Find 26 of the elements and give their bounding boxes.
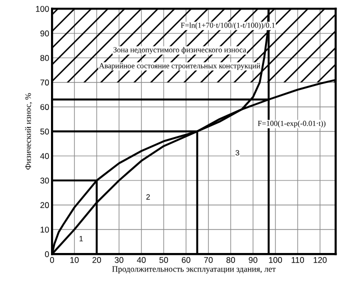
x-tick-label: 80 xyxy=(226,257,236,263)
y-tick-label: 30 xyxy=(40,178,49,184)
y-tick-label: 50 xyxy=(40,128,49,134)
x-tick-label: 50 xyxy=(159,257,168,263)
x-tick-label: 0 xyxy=(50,257,54,263)
x-tick-label: 30 xyxy=(114,257,124,263)
x-tick-label: 90 xyxy=(248,257,258,263)
x-axis-title: Продолжительность эксплуатации здания, лет xyxy=(112,266,276,274)
x-tick-label: 10 xyxy=(70,257,79,263)
x-tick-label: 20 xyxy=(92,257,102,263)
y-tick-label: 100 xyxy=(36,6,49,12)
x-tick-label: 100 xyxy=(269,257,282,263)
y-tick-label: 10 xyxy=(40,226,49,233)
x-tick-label: 120 xyxy=(314,257,327,263)
y-tick-label: 40 xyxy=(40,153,49,160)
x-tick-label: 70 xyxy=(204,257,213,263)
y-tick-label: 0 xyxy=(44,251,49,258)
y-axis-title: Физический износ, % xyxy=(25,93,32,170)
y-tick-label: 60 xyxy=(40,104,49,110)
x-tick-label: 60 xyxy=(182,257,190,263)
x-tick-label: 40 xyxy=(136,257,146,263)
y-tick-label: 20 xyxy=(40,202,49,208)
x-tick-label: 110 xyxy=(292,257,304,263)
y-tick-label: 70 xyxy=(40,80,49,86)
y-tick-label: 90 xyxy=(40,30,49,36)
y-tick-label: 80 xyxy=(40,55,49,61)
